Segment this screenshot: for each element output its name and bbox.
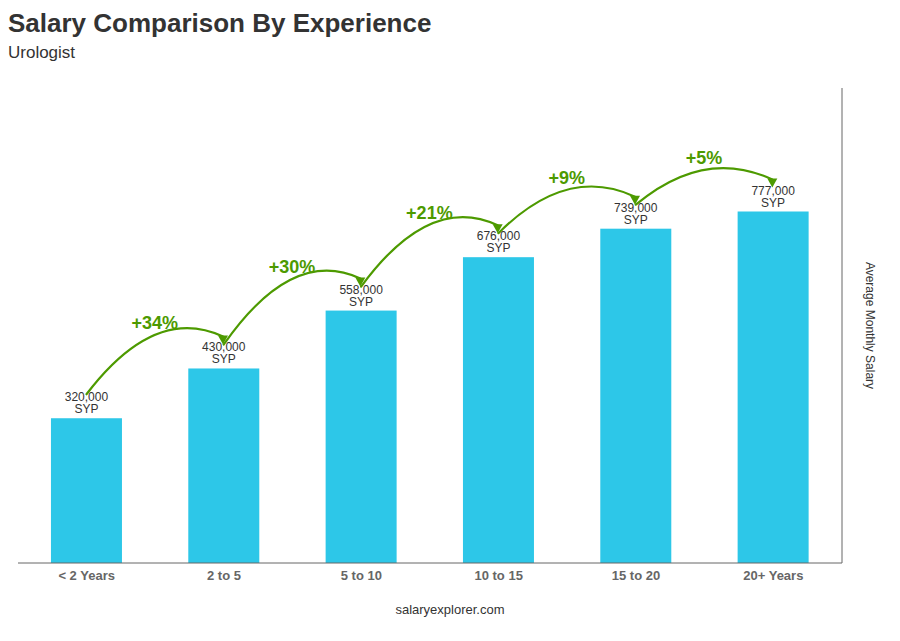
svg-text:320,000SYP: 320,000SYP [65, 390, 109, 416]
svg-text:+5%: +5% [686, 147, 723, 167]
svg-text:+21%: +21% [406, 202, 453, 222]
svg-text:< 2 Years: < 2 Years [58, 568, 115, 583]
svg-text:2 to 5: 2 to 5 [207, 568, 241, 583]
svg-text:15 to 20: 15 to 20 [612, 568, 660, 583]
svg-text:20+ Years: 20+ Years [743, 568, 803, 583]
svg-text:676,000SYP: 676,000SYP [477, 229, 521, 255]
svg-text:+30%: +30% [269, 257, 316, 277]
svg-text:430,000SYP: 430,000SYP [202, 340, 246, 366]
svg-text:+34%: +34% [131, 312, 178, 332]
svg-text:10 to 15: 10 to 15 [474, 568, 522, 583]
svg-text:5 to 10: 5 to 10 [341, 568, 382, 583]
svg-text:Average Monthly Salary: Average Monthly Salary [863, 261, 877, 388]
html-text:salaryexplorer.com: salaryexplorer.com [395, 601, 505, 617]
svg-text:739,000SYP: 739,000SYP [614, 200, 658, 226]
html-text:Urologist: Urologist [8, 43, 76, 63]
svg-text:+9%: +9% [548, 167, 585, 187]
svg-text:777,000SYP: 777,000SYP [751, 183, 795, 209]
html-text:Salary Comparison By Experienc: Salary Comparison By Experience [8, 8, 432, 38]
svg-text:558,000SYP: 558,000SYP [339, 282, 383, 308]
